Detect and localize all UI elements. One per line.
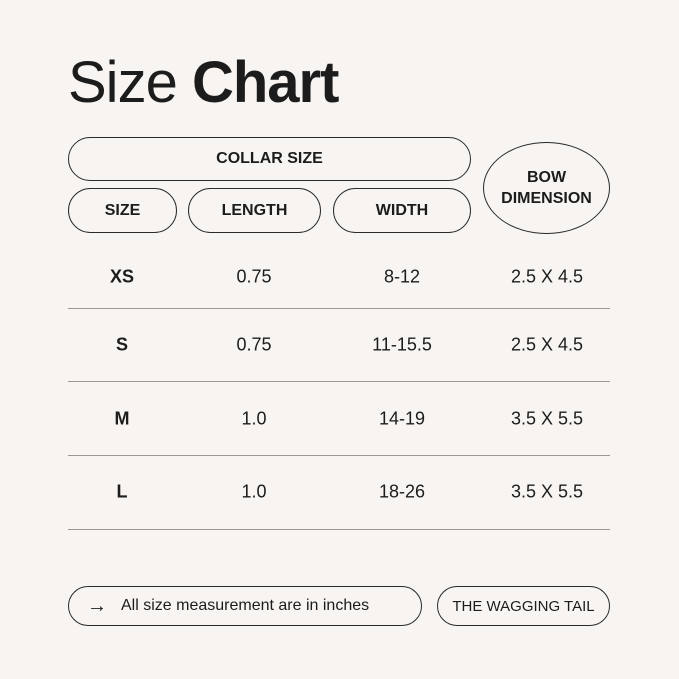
row-divider: [68, 529, 610, 530]
page-title: Size Chart: [68, 50, 339, 116]
header-width: WIDTH: [333, 188, 471, 233]
cell-width: 18-26: [378, 481, 426, 502]
header-bow-dimension: BOW DIMENSION: [483, 142, 610, 234]
row-divider: [68, 381, 610, 382]
cell-size: XS: [109, 266, 134, 287]
row-divider: [68, 455, 610, 456]
cell-width: 11-15.5: [372, 334, 432, 355]
title-regular: Size: [68, 50, 178, 115]
header-collar-size: COLLAR SIZE: [68, 137, 471, 181]
cell-length: 0.75: [236, 266, 272, 287]
cell-width: 8-12: [383, 266, 421, 287]
arrow-right-icon: →: [87, 594, 107, 617]
cell-length: 1.0: [241, 408, 267, 429]
title-bold: Chart: [191, 50, 339, 115]
cell-size: S: [115, 334, 128, 355]
cell-size: M: [114, 408, 130, 429]
header-length: LENGTH: [188, 188, 321, 233]
units-note-text: All size measurement are in inches: [121, 597, 370, 614]
cell-length: 1.0: [241, 481, 267, 502]
brand-label: THE WAGGING TAIL: [437, 586, 610, 626]
cell-bow: 3.5 X 5.5: [510, 408, 584, 429]
header-size: SIZE: [68, 188, 177, 233]
cell-size: L: [116, 481, 128, 502]
cell-length: 0.75: [236, 334, 272, 355]
cell-bow: 2.5 X 4.5: [510, 334, 584, 355]
units-note: → All size measurement are in inches: [68, 586, 422, 626]
row-divider: [68, 308, 610, 309]
cell-bow: 3.5 X 5.5: [510, 481, 584, 502]
cell-bow: 2.5 X 4.5: [510, 266, 584, 287]
cell-width: 14-19: [378, 408, 426, 429]
